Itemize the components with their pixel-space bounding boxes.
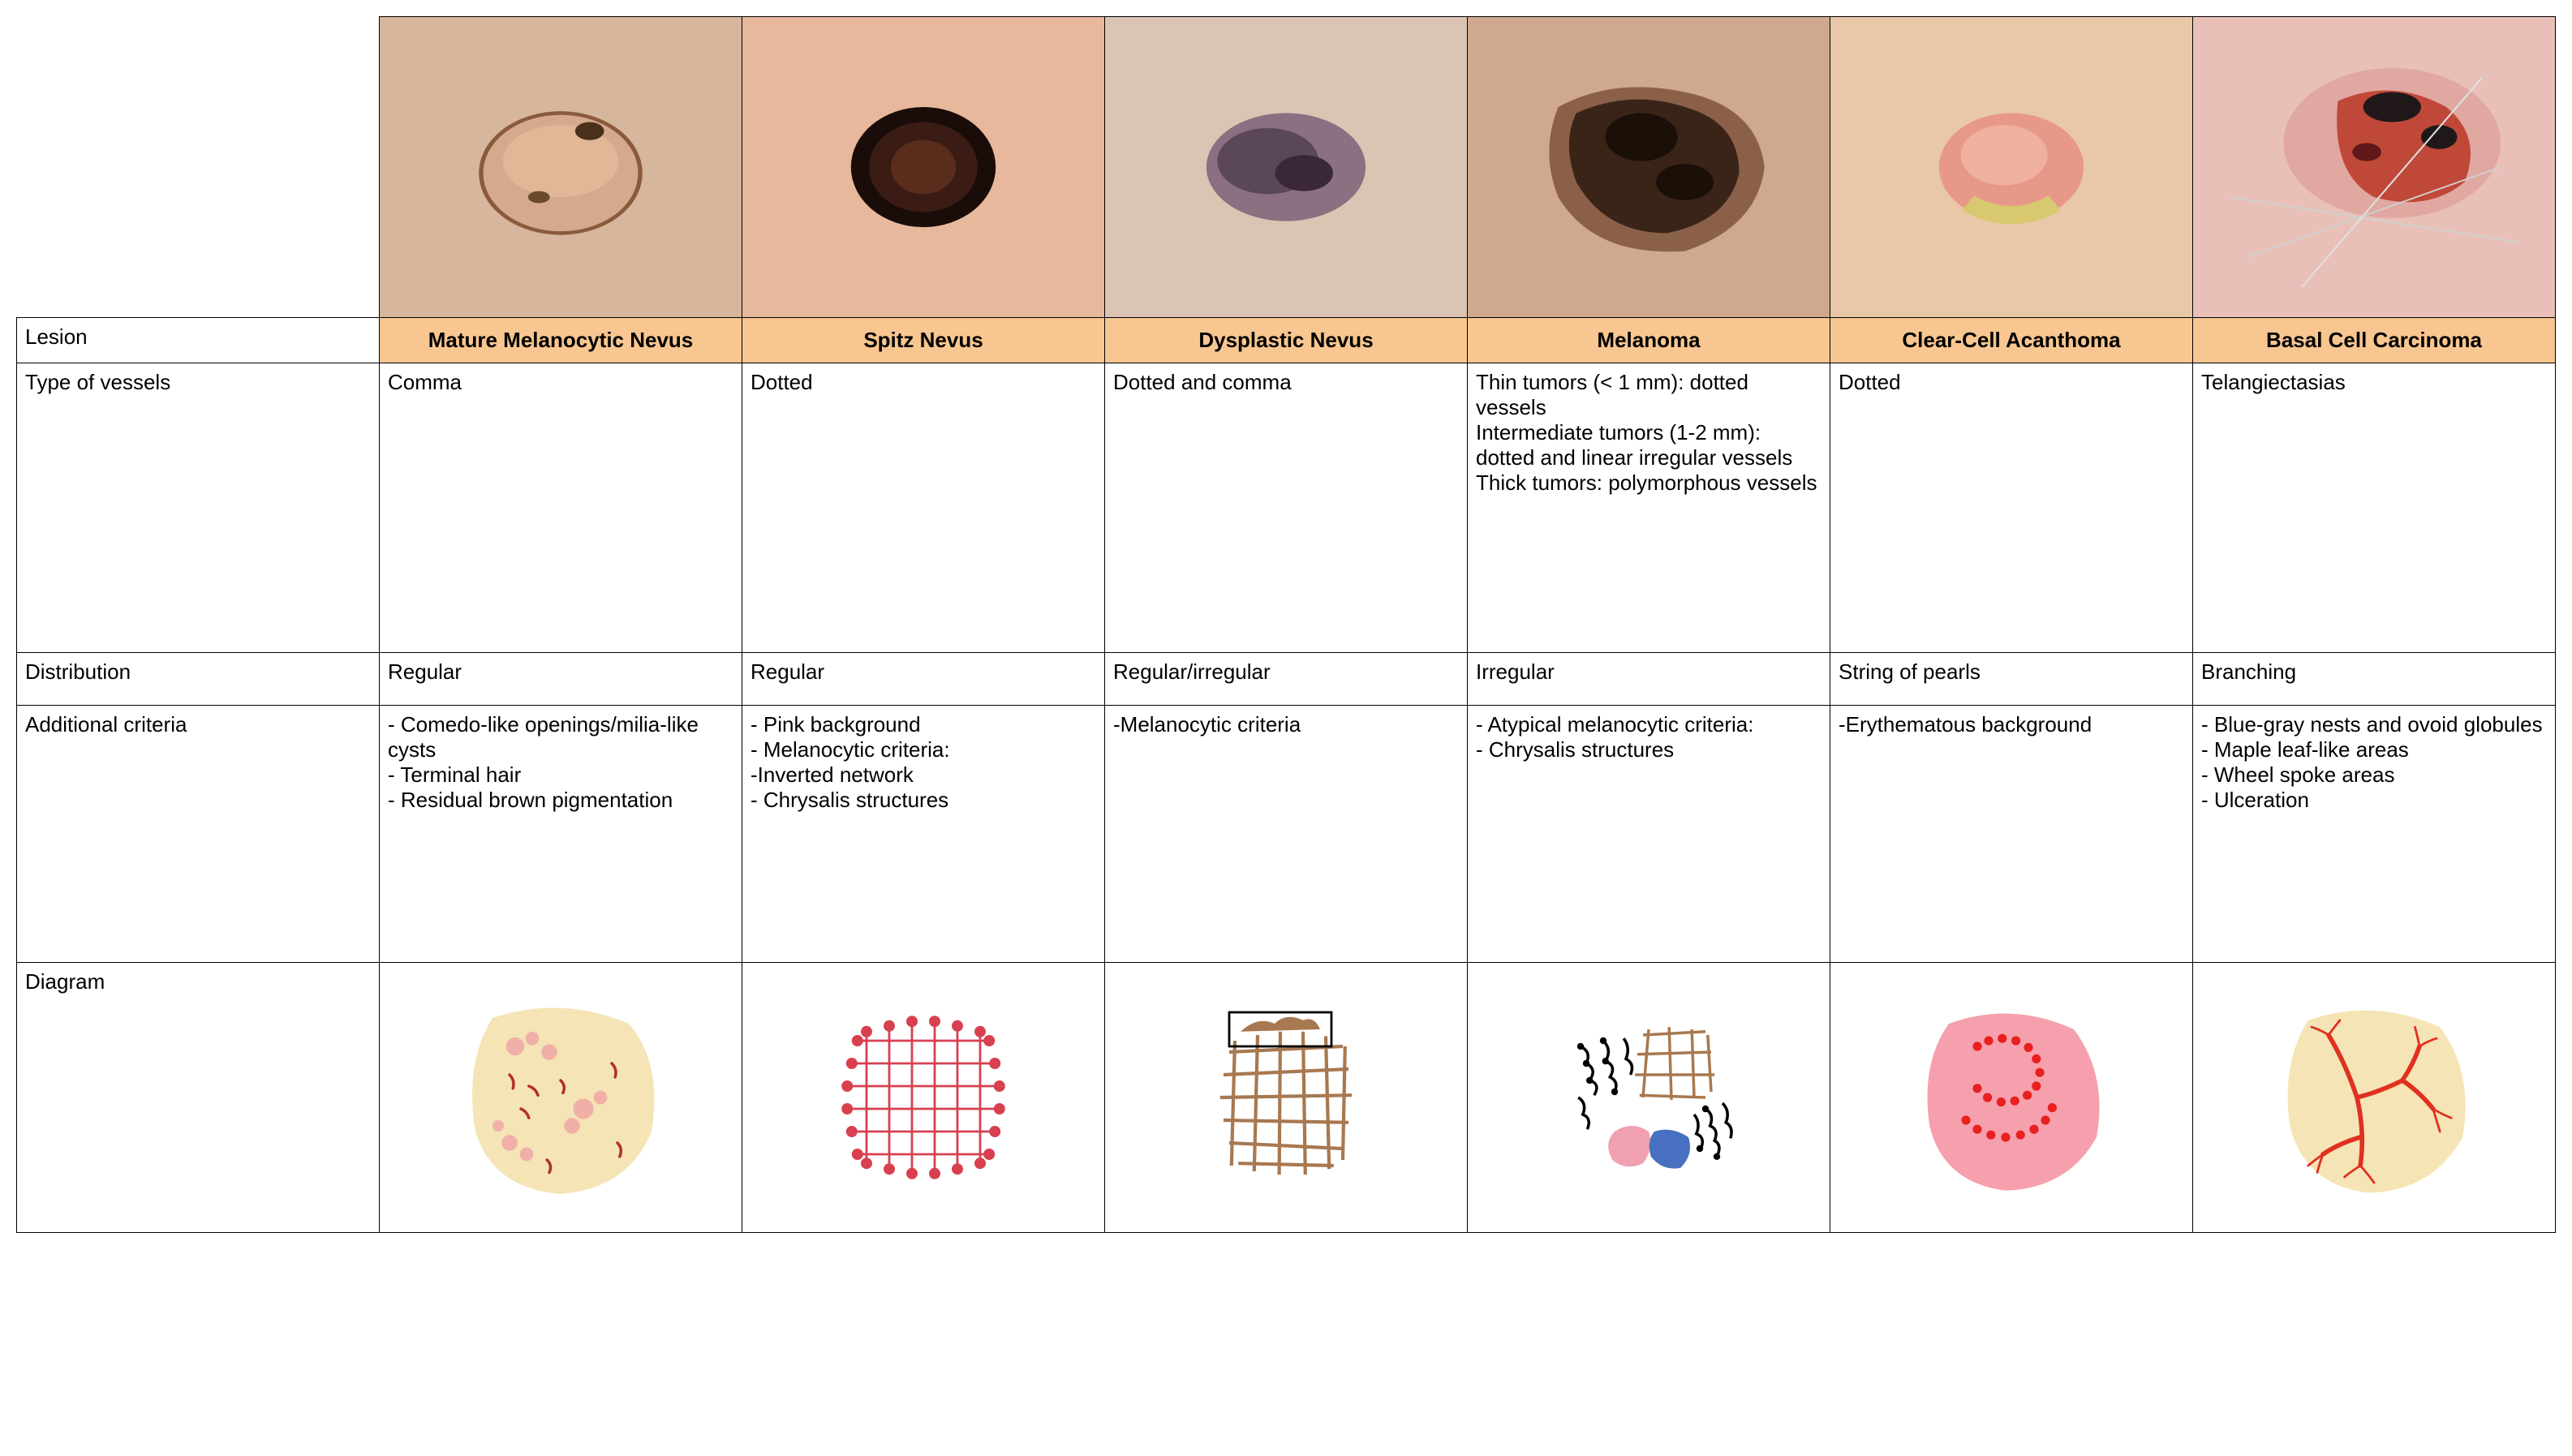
diagram-cell-4 [1830, 963, 2193, 1233]
lesion-0: Mature Melanocytic Nevus [380, 318, 742, 363]
photo-cell-3 [1468, 17, 1830, 318]
distribution-row: Distribution Regular Regular Regular/irr… [17, 653, 2556, 706]
distribution-5: Branching [2193, 653, 2556, 706]
diagram-cell-0 [380, 963, 742, 1233]
diagram-cell-5 [2193, 963, 2556, 1233]
criteria-2: -Melanocytic criteria [1105, 706, 1468, 963]
vessels-4: Dotted [1830, 363, 2193, 653]
criteria-label: Additional criteria [17, 706, 380, 963]
lesion-row: Lesion Mature Melanocytic Nevus Spitz Ne… [17, 318, 2556, 363]
distribution-4: String of pearls [1830, 653, 2193, 706]
lesion-comparison-table: Lesion Mature Melanocytic Nevus Spitz Ne… [16, 16, 2556, 1233]
diagram-cell-2 [1105, 963, 1468, 1233]
diagram-comma-nevus [447, 984, 674, 1211]
photo-1 [742, 17, 1104, 317]
photo-cell-4 [1830, 17, 2193, 318]
diagram-bcc [2260, 984, 2488, 1211]
lesion-3: Melanoma [1468, 318, 1830, 363]
photo-2 [1105, 17, 1467, 317]
photo-5 [2193, 17, 2555, 317]
lesion-5: Basal Cell Carcinoma [2193, 318, 2556, 363]
diagram-melanoma [1535, 984, 1762, 1211]
diagram-dysplastic [1172, 984, 1400, 1211]
vessels-label: Type of vessels [17, 363, 380, 653]
distribution-0: Regular [380, 653, 742, 706]
vessels-2: Dotted and comma [1105, 363, 1468, 653]
diagram-spitz [810, 984, 1037, 1211]
distribution-1: Regular [742, 653, 1105, 706]
criteria-1: - Pink background- Melanocytic criteria:… [742, 706, 1105, 963]
lesion-1: Spitz Nevus [742, 318, 1105, 363]
vessels-row: Type of vessels Comma Dotted Dotted and … [17, 363, 2556, 653]
lesion-2: Dysplastic Nevus [1105, 318, 1468, 363]
photo-cell-0 [380, 17, 742, 318]
criteria-0: - Comedo-like openings/milia-like cysts-… [380, 706, 742, 963]
diagram-row: Diagram [17, 963, 2556, 1233]
photo-0 [380, 17, 742, 317]
distribution-3: Irregular [1468, 653, 1830, 706]
criteria-3: - Atypical melanocytic criteria: - Chrys… [1468, 706, 1830, 963]
vessels-3: Thin tumors (< 1 mm): dotted vesselsInte… [1468, 363, 1830, 653]
vessels-0: Comma [380, 363, 742, 653]
lesion-4: Clear-Cell Acanthoma [1830, 318, 2193, 363]
photo-3 [1468, 17, 1830, 317]
criteria-5: - Blue-gray nests and ovoid globules - M… [2193, 706, 2556, 963]
photo-cell-5 [2193, 17, 2556, 318]
empty-corner [17, 17, 380, 318]
diagram-cell-1 [742, 963, 1105, 1233]
criteria-4: -Erythematous background [1830, 706, 2193, 963]
criteria-row: Additional criteria - Comedo-like openin… [17, 706, 2556, 963]
photo-row [17, 17, 2556, 318]
distribution-2: Regular/irregular [1105, 653, 1468, 706]
vessels-1: Dotted [742, 363, 1105, 653]
diagram-cell-3 [1468, 963, 1830, 1233]
vessels-5: Telangiectasias [2193, 363, 2556, 653]
photo-cell-1 [742, 17, 1105, 318]
photo-4 [1830, 17, 2192, 317]
diagram-label: Diagram [17, 963, 380, 1233]
diagram-acanthoma [1898, 984, 2125, 1211]
photo-cell-2 [1105, 17, 1468, 318]
lesion-label: Lesion [17, 318, 380, 363]
distribution-label: Distribution [17, 653, 380, 706]
